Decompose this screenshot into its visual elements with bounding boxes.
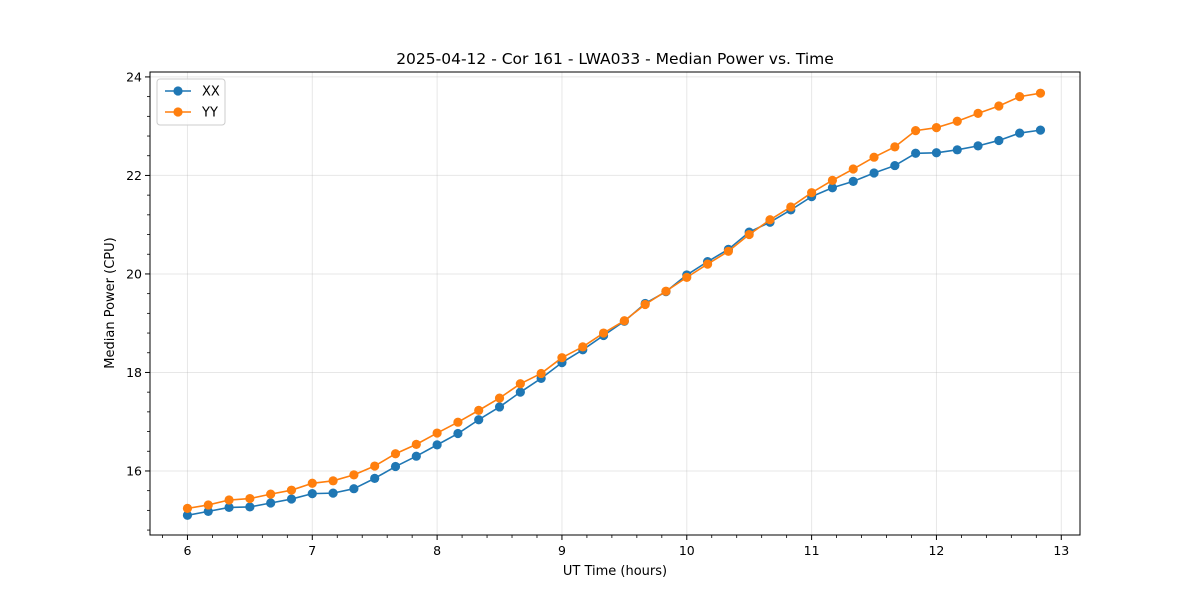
x-tick-label: 11	[804, 543, 820, 558]
data-point-yy	[224, 495, 234, 505]
plot-area-frame	[149, 71, 1081, 536]
data-point-yy	[266, 489, 276, 499]
legend-marker-yy	[173, 107, 183, 117]
data-point-yy	[578, 342, 588, 352]
data-point-yy	[536, 368, 546, 379]
data-point-xx	[224, 502, 234, 513]
data-point-yy	[349, 470, 359, 480]
data-point-yy	[474, 405, 484, 415]
x-tick-label: 7	[308, 543, 316, 558]
x-axis-label: UT Time (hours)	[563, 564, 667, 579]
data-point-xx	[994, 135, 1004, 146]
data-point-yy	[390, 449, 401, 459]
legend-label-xx: XX	[202, 85, 220, 100]
data-point-yy	[245, 493, 255, 504]
data-point-xx	[1015, 128, 1025, 138]
data-point-xx	[474, 415, 484, 425]
data-point-yy	[203, 500, 213, 510]
data-point-xx	[245, 502, 255, 512]
legend-marker-xx	[173, 86, 183, 96]
data-point-yy	[869, 152, 879, 162]
data-point-yy	[1035, 88, 1046, 98]
data-point-yy	[994, 101, 1004, 111]
data-point-xx	[890, 160, 900, 171]
data-point-yy	[661, 286, 671, 296]
axis-layer: 6 7 8 9 10 11 12 13 16 18 20 22 24	[126, 69, 1069, 558]
data-point-xx	[848, 176, 858, 186]
data-point-yy	[557, 353, 567, 363]
x-tick-label: 13	[1053, 543, 1069, 558]
data-point-xx	[370, 473, 380, 483]
data-point-yy	[952, 116, 962, 126]
data-point-xx	[494, 402, 505, 412]
data-point-xx	[869, 168, 879, 178]
data-point-yy	[848, 164, 858, 174]
data-point-xx	[349, 484, 359, 494]
x-tick-label: 9	[558, 543, 566, 558]
data-point-yy	[182, 503, 193, 514]
data-point-xx	[453, 428, 463, 439]
x-tick-label: 12	[928, 543, 944, 558]
series-layer	[182, 88, 1046, 520]
data-point-yy	[453, 417, 463, 427]
x-tick-label: 10	[679, 543, 695, 558]
y-axis-label: Median Power (CPU)	[103, 237, 118, 368]
data-point-yy	[786, 202, 796, 212]
data-point-yy	[286, 485, 297, 495]
y-tick-label: 20	[126, 266, 142, 281]
data-point-yy	[931, 123, 942, 133]
series-yy	[182, 88, 1046, 514]
data-point-yy	[827, 175, 838, 185]
data-point-yy	[911, 126, 921, 136]
data-point-yy	[370, 461, 380, 471]
data-point-yy	[432, 428, 442, 438]
data-point-xx	[411, 451, 421, 461]
data-point-yy	[1015, 92, 1025, 102]
data-point-yy	[765, 215, 775, 225]
chart-title: 2025-04-12 - Cor 161 - LWA033 - Median P…	[396, 50, 834, 68]
data-point-yy	[328, 476, 338, 486]
data-point-yy	[807, 188, 817, 198]
data-point-xx	[827, 183, 838, 193]
data-point-yy	[702, 259, 713, 269]
data-point-xx	[911, 148, 921, 158]
y-tick-label: 16	[126, 463, 142, 478]
data-point-yy	[494, 393, 505, 403]
data-point-xx	[515, 387, 525, 397]
data-point-yy	[411, 439, 421, 449]
data-point-yy	[307, 478, 317, 488]
data-point-xx	[931, 148, 942, 158]
data-point-xx	[307, 489, 317, 499]
data-point-xx	[952, 145, 962, 155]
data-point-xx	[286, 494, 297, 504]
legend-label-yy: YY	[201, 106, 218, 121]
data-point-xx	[328, 488, 338, 498]
data-point-xx	[182, 510, 193, 520]
grid-layer	[150, 72, 1080, 535]
data-point-yy	[598, 328, 609, 338]
data-point-xx	[390, 461, 401, 472]
data-point-yy	[619, 316, 629, 326]
data-point-yy	[682, 272, 692, 282]
data-point-yy	[723, 246, 733, 256]
x-tick-label: 6	[183, 543, 191, 558]
data-point-yy	[515, 379, 525, 389]
data-point-yy	[640, 299, 650, 310]
data-point-yy	[744, 229, 754, 240]
data-point-xx	[1035, 125, 1046, 135]
data-point-yy	[973, 108, 983, 118]
data-point-yy	[890, 142, 900, 152]
x-tick-label: 8	[433, 543, 441, 558]
y-tick-label: 18	[126, 365, 142, 380]
y-tick-label: 24	[126, 69, 142, 84]
legend: XX YY	[156, 78, 226, 126]
y-tick-label: 22	[126, 168, 142, 183]
data-point-xx	[203, 506, 213, 516]
data-point-xx	[266, 498, 276, 508]
data-point-xx	[432, 440, 442, 450]
data-point-xx	[973, 141, 983, 151]
